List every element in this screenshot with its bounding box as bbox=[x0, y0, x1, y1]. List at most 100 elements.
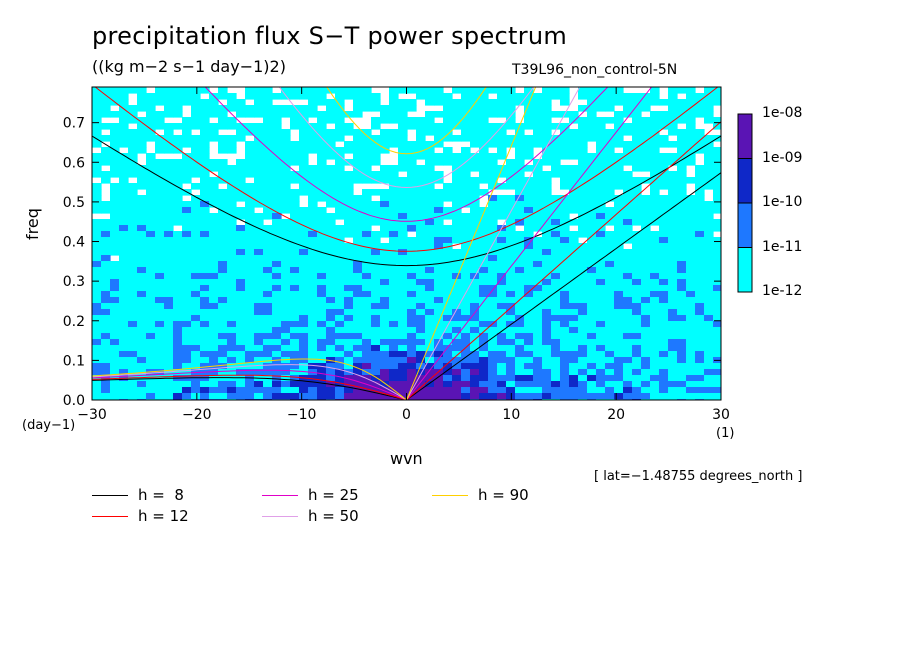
spectral-power-cell bbox=[524, 357, 534, 364]
spectral-power-cell bbox=[704, 387, 714, 394]
spectral-power-cell bbox=[227, 171, 237, 178]
spectral-power-cell bbox=[353, 129, 363, 136]
spectral-power-cell bbox=[245, 171, 255, 178]
spectral-power-cell bbox=[272, 381, 282, 388]
spectral-power-cell bbox=[497, 231, 507, 238]
spectral-power-cell bbox=[290, 87, 300, 94]
spectral-power-cell bbox=[434, 309, 444, 316]
spectral-power-cell bbox=[551, 387, 561, 394]
spectral-power-cell bbox=[362, 225, 372, 232]
spectral-power-cell bbox=[209, 279, 219, 286]
spectral-power-cell bbox=[344, 357, 354, 364]
x-axis-label: wvn bbox=[390, 449, 423, 468]
spectral-power-cell bbox=[560, 291, 570, 298]
spectral-power-cell bbox=[632, 177, 642, 184]
spectral-power-cell bbox=[218, 177, 228, 184]
spectral-power-cell bbox=[281, 255, 291, 262]
spectral-power-cell bbox=[605, 291, 615, 298]
spectral-power-cell bbox=[344, 297, 354, 304]
spectral-power-cell bbox=[398, 327, 408, 334]
spectral-power-cell bbox=[101, 267, 111, 274]
spectral-power-cell bbox=[470, 363, 480, 370]
spectral-power-cell bbox=[110, 129, 120, 136]
spectral-power-cell bbox=[470, 87, 480, 94]
spectral-power-cell bbox=[506, 363, 516, 370]
spectral-power-cell bbox=[497, 321, 507, 328]
spectral-power-cell bbox=[290, 363, 300, 370]
spectral-power-cell bbox=[641, 345, 651, 352]
spectral-power-cell bbox=[371, 261, 381, 268]
spectral-power-cell bbox=[461, 99, 471, 106]
spectral-power-cell bbox=[416, 171, 426, 178]
spectral-power-cell bbox=[353, 195, 363, 202]
spectral-power-cell bbox=[407, 297, 417, 304]
spectral-power-cell bbox=[101, 339, 111, 346]
spectral-power-cell bbox=[92, 285, 102, 292]
spectral-power-cell bbox=[182, 135, 192, 142]
spectral-power-cell bbox=[164, 267, 174, 274]
spectral-power-cell bbox=[686, 93, 696, 100]
spectral-power-cell bbox=[281, 303, 291, 310]
spectral-power-cell bbox=[101, 303, 111, 310]
spectral-power-cell bbox=[632, 303, 642, 310]
spectral-power-cell bbox=[254, 177, 264, 184]
spectral-power-cell bbox=[362, 177, 372, 184]
spectral-power-cell bbox=[614, 87, 624, 94]
spectral-power-cell bbox=[506, 345, 516, 352]
spectral-power-cell bbox=[173, 159, 183, 166]
spectral-power-cell bbox=[632, 207, 642, 214]
spectral-power-cell bbox=[227, 255, 237, 262]
spectral-power-cell bbox=[263, 213, 273, 220]
spectral-power-cell bbox=[200, 345, 210, 352]
spectral-power-cell bbox=[344, 279, 354, 286]
spectral-power-cell bbox=[533, 243, 543, 250]
spectral-power-cell bbox=[506, 195, 516, 202]
spectral-power-cell bbox=[461, 381, 471, 388]
spectral-power-cell bbox=[389, 345, 399, 352]
spectral-power-cell bbox=[344, 321, 354, 328]
spectral-power-cell bbox=[335, 177, 345, 184]
spectral-power-cell bbox=[308, 237, 318, 244]
spectral-power-cell bbox=[461, 93, 471, 100]
spectral-power-cell bbox=[497, 369, 507, 376]
spectral-power-cell bbox=[101, 279, 111, 286]
spectral-power-cell bbox=[425, 153, 435, 160]
spectral-power-cell bbox=[533, 207, 543, 214]
spectral-power-cell bbox=[146, 159, 156, 166]
spectral-power-cell bbox=[470, 153, 480, 160]
spectral-power-cell bbox=[443, 387, 453, 394]
spectral-power-cell bbox=[326, 237, 336, 244]
spectral-power-cell bbox=[623, 327, 633, 334]
spectral-power-cell bbox=[542, 177, 552, 184]
spectral-power-cell bbox=[551, 345, 561, 352]
spectral-power-cell bbox=[542, 315, 552, 322]
spectral-power-cell bbox=[245, 357, 255, 364]
spectral-power-cell bbox=[398, 285, 408, 292]
spectral-power-cell bbox=[434, 327, 444, 334]
spectral-power-cell bbox=[506, 357, 516, 364]
spectral-power-cell bbox=[146, 183, 156, 190]
spectral-power-cell bbox=[713, 381, 721, 388]
spectral-power-cell bbox=[704, 321, 714, 328]
spectral-power-cell bbox=[299, 297, 309, 304]
spectral-power-cell bbox=[299, 123, 309, 130]
spectral-power-cell bbox=[173, 321, 183, 328]
spectral-power-cell bbox=[353, 99, 363, 106]
spectral-power-cell bbox=[614, 153, 624, 160]
spectral-power-cell bbox=[182, 345, 192, 352]
spectral-power-cell bbox=[533, 165, 543, 172]
spectral-power-cell bbox=[227, 321, 237, 328]
spectral-power-cell bbox=[272, 393, 282, 400]
spectral-power-cell bbox=[218, 279, 228, 286]
spectral-power-cell bbox=[434, 195, 444, 202]
spectral-power-cell bbox=[677, 273, 687, 280]
spectral-power-cell bbox=[659, 393, 669, 400]
spectral-power-cell bbox=[614, 291, 624, 298]
spectral-power-cell bbox=[632, 105, 642, 112]
spectral-power-cell bbox=[533, 261, 543, 268]
spectral-power-cell bbox=[200, 351, 210, 358]
spectral-power-cell bbox=[263, 333, 273, 340]
spectral-power-cell bbox=[308, 327, 318, 334]
spectral-power-cell bbox=[641, 297, 651, 304]
spectral-power-cell bbox=[263, 315, 273, 322]
